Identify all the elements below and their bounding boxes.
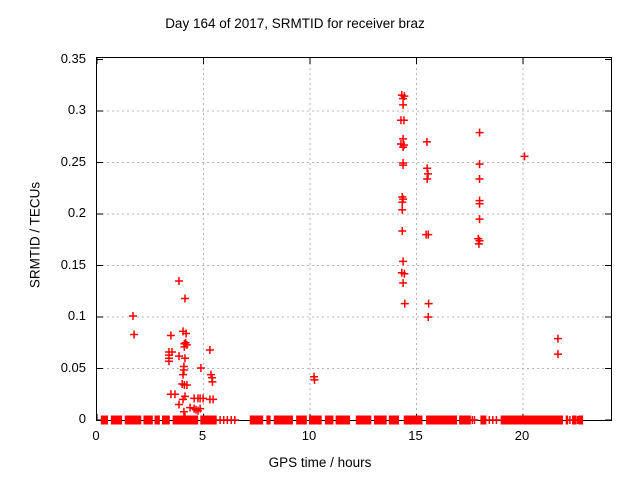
plot-area — [96, 57, 612, 425]
y-tick-label: 0.05 — [60, 359, 86, 375]
y-tick-label: 0.35 — [60, 50, 86, 66]
axis-ticks — [96, 58, 611, 421]
x-tick-label: 20 — [514, 428, 530, 443]
y-axis-label-text: SRMTID / TECUs — [27, 181, 43, 289]
y-tick-label: 0.3 — [67, 102, 86, 118]
plot-canvas — [96, 58, 611, 425]
x-tick-label: 0 — [92, 428, 100, 443]
x-tick-label: 5 — [198, 428, 207, 443]
scatter-markers — [128, 91, 582, 424]
chart-title: Day 164 of 2017, SRMTID for receiver bra… — [165, 16, 425, 31]
x-tick-label: 10 — [301, 428, 317, 443]
y-tick-label: 0 — [78, 411, 86, 426]
zero-value-band — [100, 415, 584, 425]
y-tick-label: 0.25 — [60, 153, 86, 169]
y-tick-label: 0.2 — [67, 205, 86, 221]
y-tick-label: 0.1 — [67, 308, 86, 323]
x-axis-label: GPS time / hours — [268, 455, 372, 470]
gridlines — [97, 58, 611, 420]
x-tick-label: 15 — [408, 428, 423, 443]
y-tick-label: 0.15 — [60, 256, 86, 272]
